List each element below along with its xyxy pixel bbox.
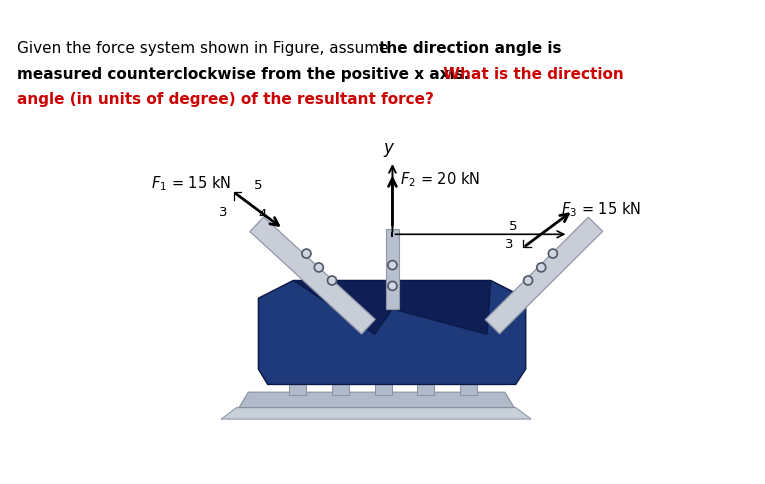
Text: 3: 3 [505, 238, 513, 251]
Circle shape [301, 249, 311, 258]
Circle shape [327, 276, 337, 286]
Circle shape [525, 278, 531, 284]
Text: y: y [383, 138, 393, 156]
Circle shape [539, 265, 544, 271]
Polygon shape [250, 217, 376, 334]
Circle shape [549, 249, 558, 258]
Text: $F_1$ = 15 kN: $F_1$ = 15 kN [151, 174, 232, 193]
Bar [417, 385, 435, 395]
Polygon shape [221, 408, 531, 419]
Polygon shape [386, 229, 399, 309]
Circle shape [314, 263, 324, 272]
Text: Given the force system shown in Figure, assume: Given the force system shown in Figure, … [17, 41, 393, 56]
Text: measured counterclockwise from the positive x axis.: measured counterclockwise from the posit… [17, 67, 469, 82]
Polygon shape [239, 393, 514, 408]
Bar [460, 385, 477, 395]
Text: angle (in units of degree) of the resultant force?: angle (in units of degree) of the result… [17, 92, 434, 107]
Polygon shape [293, 281, 491, 335]
Circle shape [304, 251, 309, 257]
Circle shape [388, 261, 397, 270]
Circle shape [316, 265, 322, 271]
Text: 4: 4 [549, 251, 557, 264]
Circle shape [523, 276, 532, 286]
Text: 3: 3 [220, 205, 228, 218]
Circle shape [536, 263, 546, 272]
Circle shape [389, 263, 396, 269]
Polygon shape [259, 281, 526, 385]
Circle shape [389, 283, 396, 289]
Text: $F_2$ = 20 kN: $F_2$ = 20 kN [400, 170, 480, 189]
Bar [375, 385, 392, 395]
Circle shape [550, 251, 556, 257]
Text: $F_3$ = 15 kN: $F_3$ = 15 kN [561, 200, 640, 219]
Bar [289, 385, 307, 395]
Bar [332, 385, 349, 395]
Text: What is the direction: What is the direction [438, 67, 624, 82]
Text: 4: 4 [259, 208, 267, 221]
Text: 5: 5 [254, 179, 262, 191]
Circle shape [388, 282, 397, 291]
Text: the direction angle is: the direction angle is [379, 41, 562, 56]
Polygon shape [485, 218, 603, 334]
Text: 5: 5 [509, 220, 518, 233]
Text: x: x [572, 226, 582, 244]
Circle shape [329, 278, 335, 284]
